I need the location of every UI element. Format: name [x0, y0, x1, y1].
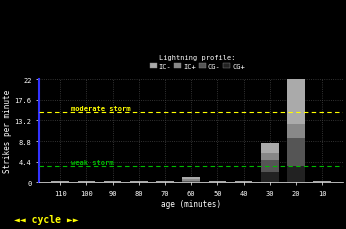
Bar	[235, 181, 253, 182]
Bar	[287, 124, 305, 138]
Bar	[261, 172, 279, 183]
Text: weak storm: weak storm	[71, 159, 113, 165]
Legend: IC-, IC+, CG-, CG+: IC-, IC+, CG-, CG+	[147, 52, 247, 72]
Bar	[51, 181, 69, 182]
Bar	[235, 182, 253, 183]
Bar	[182, 177, 200, 180]
Bar	[261, 144, 279, 153]
Bar	[313, 182, 331, 183]
Bar	[104, 181, 121, 182]
Bar	[209, 181, 226, 182]
Bar	[313, 181, 331, 182]
Bar	[156, 181, 174, 182]
Bar	[287, 138, 305, 166]
Bar	[156, 182, 174, 183]
Y-axis label: Strikes per minute: Strikes per minute	[3, 90, 12, 173]
Bar	[78, 182, 95, 183]
Bar	[261, 160, 279, 172]
Bar	[287, 80, 305, 124]
Bar	[287, 166, 305, 183]
Bar	[182, 182, 200, 183]
Bar	[209, 182, 226, 183]
Text: ◄◄ cycle ►►: ◄◄ cycle ►►	[14, 215, 79, 224]
X-axis label: age (minutes): age (minutes)	[161, 199, 221, 208]
Bar	[51, 182, 69, 183]
Bar	[261, 153, 279, 160]
Bar	[182, 181, 200, 182]
Bar	[130, 182, 148, 183]
Bar	[130, 181, 148, 182]
Bar	[104, 182, 121, 183]
Text: moderate storm: moderate storm	[71, 106, 130, 112]
Bar	[182, 180, 200, 181]
Bar	[78, 181, 95, 182]
